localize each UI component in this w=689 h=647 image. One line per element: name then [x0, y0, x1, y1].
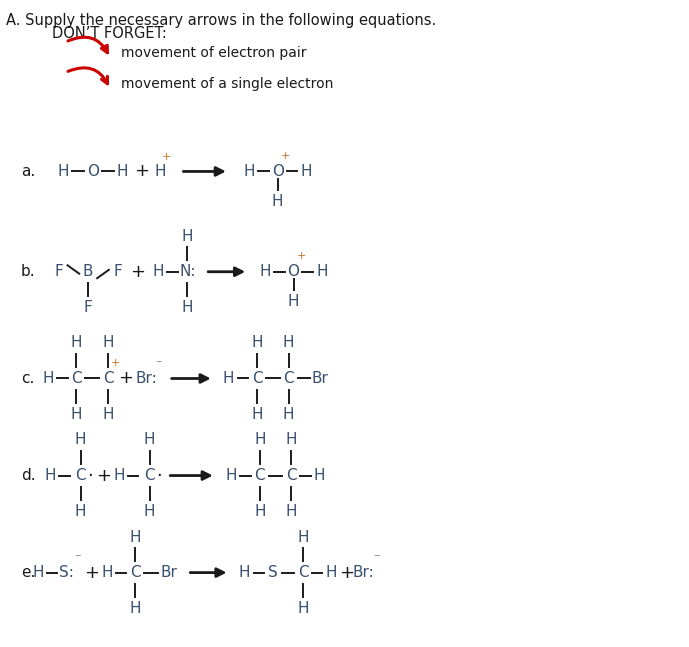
Text: H: H	[58, 164, 69, 179]
Text: e.: e.	[21, 565, 35, 580]
Text: H: H	[254, 432, 265, 448]
Text: H: H	[144, 503, 155, 519]
Text: +: +	[134, 162, 149, 181]
Text: A. Supply the necessary arrows in the following equations.: A. Supply the necessary arrows in the fo…	[6, 13, 435, 28]
Text: d.: d.	[21, 468, 35, 483]
Text: H: H	[272, 193, 283, 209]
Text: H: H	[239, 565, 250, 580]
Text: ⁻: ⁻	[155, 358, 162, 371]
Text: +: +	[96, 466, 112, 485]
Text: H: H	[117, 164, 128, 179]
Text: H: H	[298, 529, 309, 545]
Text: H: H	[182, 300, 193, 315]
Text: H: H	[314, 468, 325, 483]
Text: H: H	[144, 432, 155, 448]
Text: H: H	[75, 503, 86, 519]
Text: F: F	[54, 264, 63, 280]
Text: c.: c.	[21, 371, 34, 386]
Text: H: H	[71, 406, 82, 422]
Text: H: H	[251, 335, 263, 351]
Text: H: H	[260, 264, 271, 280]
Text: C: C	[103, 371, 114, 386]
Text: b.: b.	[21, 264, 35, 280]
Text: C: C	[75, 468, 86, 483]
Text: H: H	[300, 164, 311, 179]
Text: H: H	[71, 335, 82, 351]
Text: +: +	[110, 358, 120, 368]
Text: O: O	[287, 264, 300, 280]
Text: +: +	[162, 152, 172, 162]
Text: H: H	[251, 406, 263, 422]
Text: ⁻: ⁻	[74, 552, 81, 565]
Text: C: C	[144, 468, 155, 483]
Text: H: H	[32, 565, 43, 580]
Text: C: C	[298, 565, 309, 580]
Text: +: +	[84, 564, 99, 582]
Text: +: +	[296, 251, 306, 261]
Text: F: F	[84, 300, 92, 315]
Text: ⁻: ⁻	[373, 552, 380, 565]
Text: DON’T FORGET:: DON’T FORGET:	[52, 26, 167, 41]
Text: S:: S:	[59, 565, 74, 580]
Text: C: C	[286, 468, 297, 483]
Text: H: H	[154, 164, 165, 179]
Text: F: F	[114, 264, 122, 280]
Text: H: H	[254, 503, 265, 519]
Text: Br:: Br:	[352, 565, 374, 580]
Text: H: H	[223, 371, 234, 386]
Text: H: H	[226, 468, 237, 483]
Text: H: H	[45, 468, 56, 483]
Text: H: H	[43, 371, 54, 386]
Text: +: +	[119, 369, 134, 388]
Text: H: H	[101, 565, 112, 580]
Text: ·: ·	[156, 466, 162, 485]
Text: H: H	[244, 164, 255, 179]
Text: H: H	[114, 468, 125, 483]
Text: C: C	[251, 371, 263, 386]
Text: N:: N:	[179, 264, 196, 280]
Text: H: H	[182, 228, 193, 244]
Text: Br: Br	[161, 565, 177, 580]
Text: H: H	[130, 529, 141, 545]
Text: C: C	[254, 468, 265, 483]
Text: Br:: Br:	[136, 371, 158, 386]
Text: H: H	[288, 294, 299, 309]
Text: H: H	[283, 406, 294, 422]
Text: movement of a single electron: movement of a single electron	[121, 77, 333, 91]
Text: H: H	[326, 565, 337, 580]
Text: H: H	[316, 264, 327, 280]
Text: C: C	[130, 565, 141, 580]
Text: C: C	[283, 371, 294, 386]
Text: H: H	[286, 432, 297, 448]
Text: H: H	[103, 406, 114, 422]
Text: O: O	[87, 164, 99, 179]
Text: H: H	[103, 335, 114, 351]
Text: ·: ·	[88, 466, 93, 485]
Text: H: H	[286, 503, 297, 519]
Text: H: H	[283, 335, 294, 351]
Text: O: O	[271, 164, 284, 179]
Text: H: H	[75, 432, 86, 448]
Text: H: H	[130, 600, 141, 616]
Text: movement of electron pair: movement of electron pair	[121, 46, 306, 60]
Text: C: C	[71, 371, 82, 386]
Text: B: B	[83, 264, 94, 280]
Text: +: +	[280, 151, 290, 161]
Text: +: +	[339, 564, 354, 582]
Text: H: H	[153, 264, 164, 280]
Text: +: +	[130, 263, 145, 281]
Text: Br: Br	[312, 371, 329, 386]
Text: S: S	[268, 565, 278, 580]
Text: a.: a.	[21, 164, 35, 179]
Text: H: H	[298, 600, 309, 616]
